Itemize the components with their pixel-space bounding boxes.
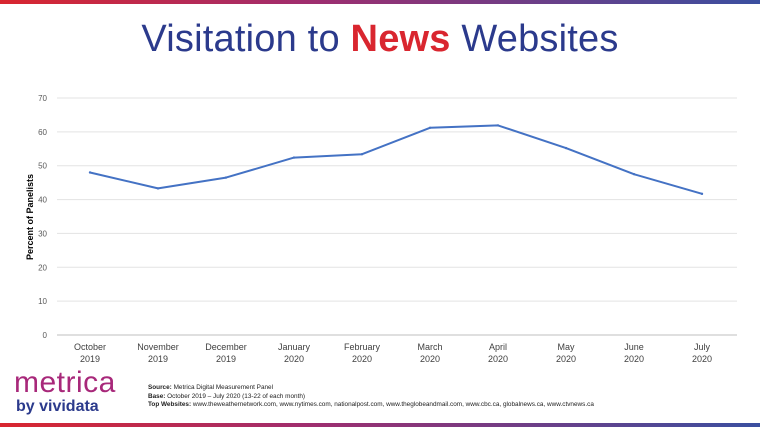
y-tick-label: 60	[38, 128, 47, 137]
logo-wordmark: metrica	[14, 366, 116, 399]
data-point	[700, 192, 704, 196]
x-tick-label: March 2020	[417, 342, 442, 364]
x-tick-label: January 2020	[278, 342, 311, 364]
top-websites-line: Top Websites: www.theweathernetwork.com,…	[148, 401, 594, 409]
source-notes: Source: Metrica Digital Measurement Pane…	[148, 384, 748, 410]
y-tick-label: 30	[38, 229, 47, 238]
series-line	[89, 124, 703, 195]
y-tick-label: 0	[43, 331, 48, 340]
base-line: Base: October 2019 – July 2020 (13-22 of…	[148, 392, 306, 400]
data-point	[428, 126, 432, 129]
data-point	[224, 176, 228, 179]
y-tick-label: 10	[38, 297, 47, 306]
y-tick-label: 70	[38, 94, 47, 103]
data-point	[156, 187, 160, 190]
x-tick-label: December 2019	[205, 342, 247, 364]
x-tick-label: February 2020	[344, 342, 381, 364]
y-axis-ticks: 0 10 20 30 40 50 60 70	[38, 94, 47, 340]
top-accent-bar	[0, 0, 760, 4]
chart-gridlines	[57, 97, 737, 336]
data-point	[292, 156, 296, 159]
data-point	[496, 124, 500, 127]
data-point	[632, 172, 636, 176]
source-line: Source: Metrica Digital Measurement Pane…	[148, 384, 274, 391]
x-tick-label: November 2019	[137, 342, 179, 364]
bottom-accent-bar	[0, 423, 760, 427]
y-tick-label: 50	[38, 162, 47, 171]
metrica-logo: metrica by vividata	[14, 368, 116, 415]
data-point	[88, 171, 92, 174]
logo-subtitle: by vividata	[16, 398, 99, 415]
x-tick-label: October 2019	[74, 342, 106, 364]
title-prefix: Visitation to	[141, 18, 351, 60]
series-points	[88, 124, 704, 196]
data-point	[360, 153, 364, 156]
title-suffix: Websites	[450, 18, 619, 60]
data-point	[564, 146, 568, 150]
x-tick-label: July 2020	[692, 342, 712, 364]
x-tick-label: June 2020	[624, 342, 644, 364]
x-tick-label: April 2020	[488, 342, 508, 364]
x-tick-label: May 2020	[556, 342, 576, 364]
line-chart: 0 10 20 30 40 50 60 70 October 2019 November 2019 D…	[25, 94, 737, 364]
y-tick-label: 20	[38, 263, 47, 272]
y-axis-label: Percent of Panelists	[25, 174, 35, 260]
title-highlight: News	[350, 18, 451, 60]
y-tick-label: 40	[38, 196, 47, 205]
page-title: Visitation to News Websites	[0, 18, 760, 61]
x-axis-ticks: October 2019 November 2019 December 2019 Janua…	[74, 342, 712, 364]
